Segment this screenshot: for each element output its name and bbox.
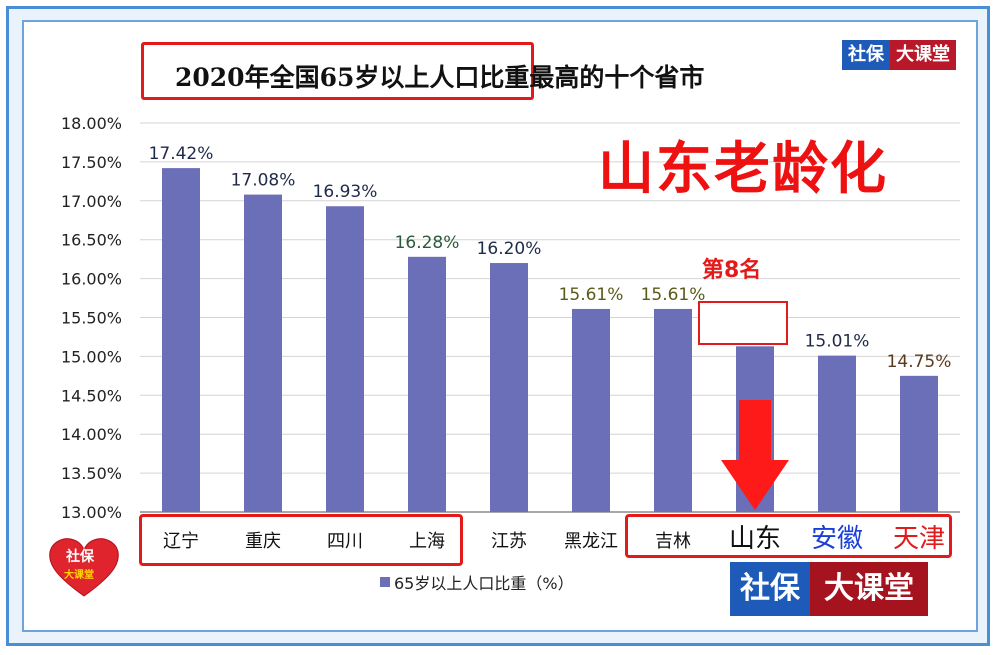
y-tick-label: 15.00% [61,347,122,366]
x-tick-label: 辽宁 [163,531,199,552]
logo-text-line2: 大课堂 [64,570,94,581]
brand-badge-top: 社保 大课堂 [842,40,956,70]
x-tick-label: 江苏 [491,531,527,552]
data-label: 16.20% [477,239,542,259]
category-highlight-box-left [139,514,463,566]
down-arrow-icon [721,400,789,510]
bar [654,308,692,512]
bar [572,308,610,512]
bar [818,355,856,512]
y-tick-label: 13.50% [61,464,122,483]
brand-badge-bottom: 社保 大课堂 [730,562,928,616]
x-tick-label: 重庆 [245,531,281,552]
y-tick-label: 14.00% [61,425,122,444]
data-label: 16.28% [395,233,460,253]
x-tick-label: 黑龙江 [564,531,618,552]
y-tick-label: 14.50% [61,386,122,405]
x-tick-label: 四川 [327,531,363,552]
chart-title: 2020年全国65岁以上人口比重最高的十个省市 [175,63,705,92]
bar [162,168,200,512]
data-label: 16.93% [313,182,378,202]
x-tick-label: 上海 [409,531,445,552]
brand-bottom-part2: 大课堂 [810,562,928,616]
data-label: 17.42% [149,144,214,164]
x-tick-label: 吉林 [655,531,691,552]
x-tick-label: 安徽 [811,524,863,554]
data-label: 15.01% [805,332,870,352]
y-tick-label: 15.50% [61,309,122,328]
y-tick-label: 13.00% [61,503,122,522]
data-label: 15.61% [559,285,624,305]
bar [244,194,282,513]
title-highlight-box [141,42,534,100]
data-label: 14.75% [887,352,952,372]
y-tick-label: 17.00% [61,192,122,211]
brand-part1: 社保 [842,40,890,70]
legend-swatch [380,577,390,587]
data-label: 17.08% [231,171,296,191]
x-tick-label: 山东 [729,524,781,554]
category-highlight-box-right [625,514,952,558]
bar [408,256,446,512]
bar [326,206,364,512]
legend-label: 65岁以上人口比重（%） [394,574,574,593]
logo-text-line1: 社保 [66,549,94,565]
y-tick-label: 18.00% [61,114,122,133]
bar [900,375,938,512]
y-tick-label: 17.50% [61,153,122,172]
brand-bottom-part1: 社保 [730,562,810,616]
brand-part2: 大课堂 [890,40,956,70]
x-tick-label: 天津 [893,524,945,554]
y-tick-label: 16.00% [61,270,122,289]
y-tick-label: 16.50% [61,231,122,250]
rank-label: 第8名 [702,258,762,283]
legend: 65岁以上人口比重（%） [380,570,574,594]
bar [490,263,528,512]
value-highlight-box [698,301,788,345]
headline: 山东老龄化 [598,137,888,202]
data-label: 15.61% [641,285,706,305]
heart-logo-icon [49,538,119,597]
